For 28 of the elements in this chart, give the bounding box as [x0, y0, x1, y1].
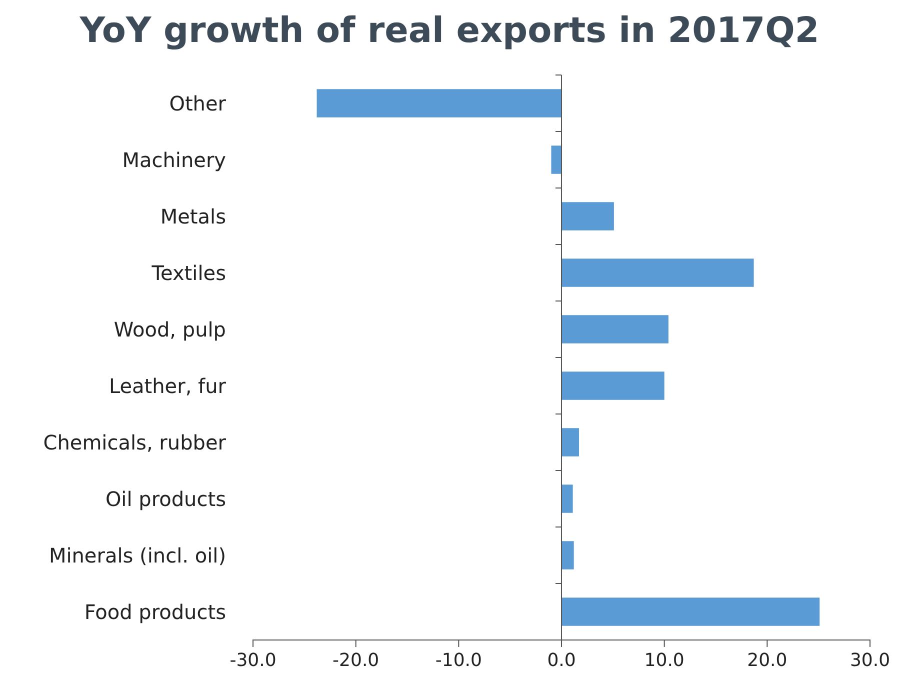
x-tick-label: 10.0: [644, 650, 684, 672]
x-tick-label: 20.0: [747, 650, 788, 672]
y-tick-label: Machinery: [122, 148, 226, 172]
bar: [316, 89, 562, 118]
y-tick-label: Food products: [84, 600, 226, 624]
bar: [562, 484, 573, 513]
x-tick-label: 30.0: [850, 650, 890, 672]
x-tick-label: -10.0: [435, 650, 482, 672]
chart-title: YoY growth of real exports in 2017Q2: [78, 11, 820, 51]
y-tick-label: Chemicals, rubber: [43, 430, 227, 454]
x-tick-label: -20.0: [332, 650, 380, 672]
bar: [562, 372, 664, 400]
y-tick-label: Textiles: [150, 260, 226, 285]
bar: [562, 541, 574, 570]
bar: [562, 598, 820, 626]
x-tick-label: 0.0: [547, 650, 576, 672]
bar: [562, 315, 668, 344]
y-tick-label: Minerals (incl. oil): [48, 543, 226, 568]
y-tick-label: Oil products: [105, 486, 226, 511]
y-tick-label: Other: [169, 91, 227, 116]
x-tick-label: -30.0: [230, 650, 276, 672]
y-tick-label: Leather, fur: [108, 374, 227, 398]
bar: [562, 428, 579, 456]
y-tick-label: Metals: [160, 204, 226, 228]
bar: [562, 258, 754, 287]
bar: [562, 202, 614, 230]
y-tick-label: Wood, pulp: [114, 317, 226, 342]
bar: [551, 146, 562, 174]
